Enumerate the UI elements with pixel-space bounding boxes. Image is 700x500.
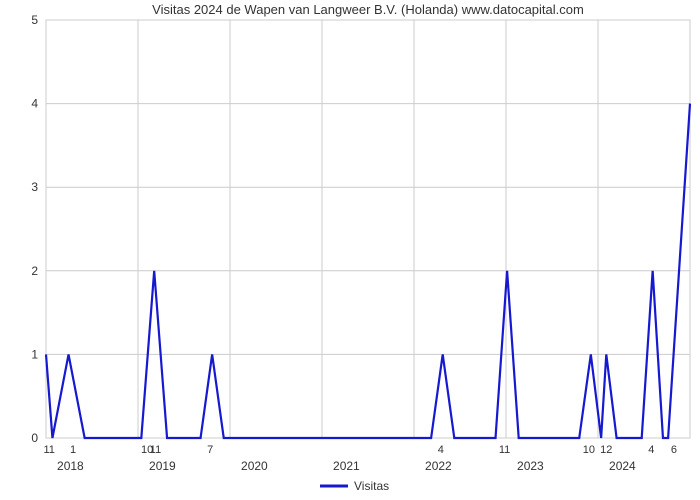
svg-text:1: 1 <box>31 347 38 361</box>
svg-text:11: 11 <box>499 444 510 456</box>
svg-text:6: 6 <box>671 444 677 456</box>
svg-text:2021: 2021 <box>333 459 360 473</box>
svg-text:2024: 2024 <box>609 459 636 473</box>
svg-text:2: 2 <box>31 264 38 278</box>
chart-container: 0123452018201920202021202220232024111101… <box>0 0 700 500</box>
svg-text:5: 5 <box>31 13 38 27</box>
svg-text:2019: 2019 <box>149 459 176 473</box>
svg-text:0: 0 <box>31 431 38 445</box>
svg-text:2023: 2023 <box>517 459 544 473</box>
svg-text:2020: 2020 <box>241 459 268 473</box>
svg-text:Visitas 2024 de Wapen van Lang: Visitas 2024 de Wapen van Langweer B.V. … <box>152 2 584 17</box>
svg-text:4: 4 <box>31 97 38 111</box>
svg-text:Visitas: Visitas <box>354 479 389 493</box>
svg-text:7: 7 <box>207 444 213 456</box>
svg-text:4: 4 <box>648 444 654 456</box>
svg-text:1: 1 <box>70 444 76 456</box>
svg-text:10: 10 <box>583 444 595 456</box>
line-chart: 0123452018201920202021202220232024111101… <box>0 0 700 500</box>
svg-text:12: 12 <box>600 444 612 456</box>
svg-text:3: 3 <box>31 180 38 194</box>
svg-text:11: 11 <box>150 444 161 456</box>
svg-text:11: 11 <box>44 444 55 456</box>
svg-text:2022: 2022 <box>425 459 452 473</box>
svg-text:4: 4 <box>438 444 444 456</box>
svg-text:2018: 2018 <box>57 459 84 473</box>
